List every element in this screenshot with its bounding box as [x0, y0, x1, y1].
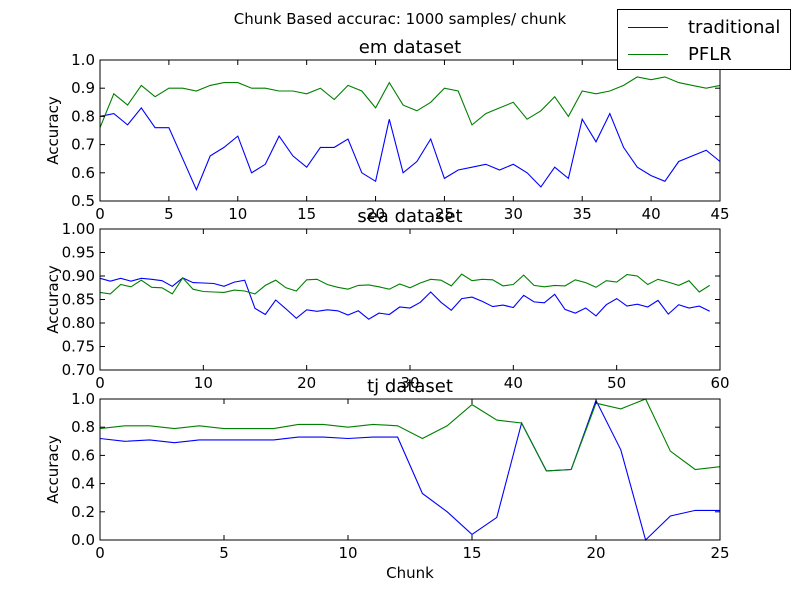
x-tick-label: 15: [462, 544, 481, 562]
figure-title: Chunk Based accurac: 1000 samples/ chunk: [234, 10, 567, 28]
legend-label-pflr: PFLR: [688, 43, 732, 65]
x-tick-label: 20: [297, 374, 316, 392]
legend: traditional PFLR: [617, 9, 791, 70]
y-tick-label: 1.00: [62, 220, 95, 238]
axes-frame: [99, 398, 721, 541]
legend-swatch-traditional: [628, 26, 668, 28]
y-tick-label: 0.90: [62, 267, 95, 285]
series-line-traditional-0: [99, 106, 721, 192]
legend-item-traditional: traditional: [628, 16, 780, 38]
x-tick-label: 20: [366, 205, 385, 223]
x-tick-label: 10: [228, 205, 247, 223]
y-tick-label: 0.70: [62, 361, 95, 379]
legend-label-traditional: traditional: [688, 16, 781, 38]
series-line-traditional-2: [99, 399, 720, 542]
subplot-title: sea dataset: [357, 206, 462, 227]
x-tick-label: 40: [504, 374, 523, 392]
x-tick-label: 30: [504, 205, 523, 223]
y-axis-label: Accuracy: [44, 96, 62, 165]
y-tick-label: 1.0: [71, 390, 95, 408]
y-tick-label: 0.75: [62, 338, 95, 356]
x-tick-label: 0: [95, 374, 105, 392]
x-tick-label: 10: [338, 544, 357, 562]
subplot-title: tj dataset: [367, 376, 453, 397]
series-line-traditional-1: [99, 277, 710, 320]
y-tick-label: 0.8: [71, 418, 95, 436]
axes-frame: [99, 228, 721, 371]
legend-item-pflr: PFLR: [628, 43, 732, 65]
legend-swatch-pflr: [628, 53, 668, 55]
y-tick-label: 0.6: [71, 446, 95, 464]
subplot-0: 0 5 10 15 20 25 30 35 40 45 0.5 0.6 0.7 0.8 0.9 1.0 em d…: [44, 37, 730, 223]
subplot-title: em dataset: [359, 37, 461, 58]
x-tick-label: 10: [194, 374, 213, 392]
y-tick-label: 0.5: [71, 192, 95, 210]
x-tick-label: 5: [164, 205, 174, 223]
y-tick-label: 1.0: [71, 51, 95, 69]
series-line-pflr-1: [99, 273, 710, 295]
x-tick-label: 30: [400, 374, 419, 392]
x-tick-label: 0: [95, 544, 105, 562]
y-axis-label: Accuracy: [44, 265, 62, 334]
subplot-2: 0 5 10 15 20 25 0.0 0.2 0.4 0.6 0.8 1.0 tj dataset Ac…: [44, 376, 730, 582]
x-tick-label: 20: [586, 544, 605, 562]
y-tick-label: 0.4: [71, 475, 95, 493]
x-tick-label: 35: [573, 205, 592, 223]
x-tick-label: 45: [710, 205, 729, 223]
y-tick-label: 0.80: [62, 314, 95, 332]
subplot-1: 0 10 20 30 40 50 600.700.750.800.850.900.951.0…: [44, 206, 730, 392]
x-tick-label: 0: [95, 205, 105, 223]
y-tick-label: 0.7: [71, 136, 95, 154]
x-tick-label: 25: [435, 205, 454, 223]
y-tick-label: 0.0: [71, 531, 95, 549]
y-axis-label: Accuracy: [44, 435, 62, 504]
y-tick-label: 0.8: [71, 107, 95, 125]
series-line-pflr-2: [99, 398, 721, 472]
x-tick-label: 25: [710, 544, 729, 562]
x-tick-label: 15: [297, 205, 316, 223]
x-tick-label: 40: [642, 205, 661, 223]
y-tick-label: 0.2: [71, 503, 95, 521]
axes-frame: [99, 59, 721, 202]
y-tick-label: 0.95: [62, 244, 95, 262]
y-tick-label: 0.9: [71, 79, 95, 97]
x-tick-label: 5: [219, 544, 229, 562]
x-tick-label: 60: [710, 374, 729, 392]
x-tick-label: 50: [607, 374, 626, 392]
y-tick-label: 0.85: [62, 291, 95, 309]
x-axis-label: Chunk: [386, 564, 434, 582]
y-tick-label: 0.6: [71, 164, 95, 182]
series-line-pflr-0: [99, 76, 721, 128]
